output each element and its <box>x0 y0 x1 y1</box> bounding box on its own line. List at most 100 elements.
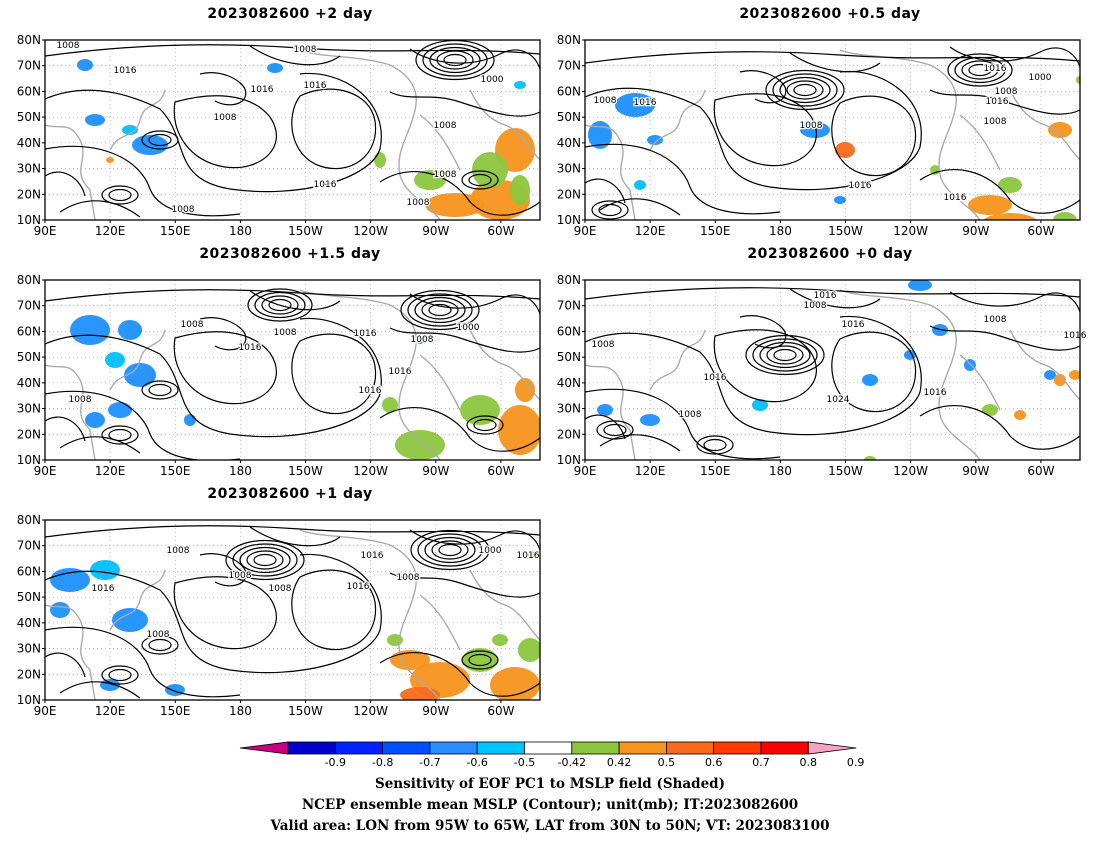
sensitivity-shade <box>106 157 114 163</box>
contour-label: 1016 <box>389 367 412 377</box>
mslp-contour-ring <box>101 425 139 445</box>
mslp-contour-ring <box>438 543 462 557</box>
sensitivity-shade <box>982 404 998 416</box>
lat-tick-label: 50N <box>557 110 581 124</box>
lat-tick-label: 70N <box>17 539 41 553</box>
contour-label: 1008 <box>804 301 827 311</box>
colorbar-tick-label: -0.8 <box>371 756 394 769</box>
sensitivity-shade <box>90 560 120 580</box>
lat-tick-label: 30N <box>557 162 581 176</box>
mslp-contour <box>379 171 540 216</box>
lon-tick-label: 150W <box>828 224 863 238</box>
sensitivity-shade <box>640 414 660 426</box>
sensitivity-shade <box>964 359 976 371</box>
mslp-contour <box>949 291 1080 313</box>
lon-tick-label: 120E <box>95 464 126 478</box>
contour-label: 1008 <box>214 113 237 123</box>
mslp-contour-ring <box>225 539 305 581</box>
mslp-contour-ring <box>703 438 727 452</box>
lon-tick-label: 150W <box>288 704 323 718</box>
mslp-contour <box>831 331 917 413</box>
coastline <box>585 124 636 220</box>
contour-label: 1008 <box>411 335 434 345</box>
map-content <box>45 40 540 220</box>
mslp-contour <box>713 329 817 403</box>
caption-line-3: Valid area: LON from 95W to 65W, LAT fro… <box>270 818 830 834</box>
colorbar-tick-label: 0.9 <box>846 756 865 769</box>
mslp-contour <box>919 169 1080 214</box>
sensitivity-shade <box>518 638 540 662</box>
mslp-contour-ring <box>417 533 483 567</box>
lat-tick-label: 80N <box>17 273 41 287</box>
mslp-contour-ring <box>261 295 299 315</box>
sensitivity-shade <box>374 152 386 168</box>
panel-title-2: 2023082600 +0.5 day <box>739 6 921 22</box>
map-frame <box>44 279 541 461</box>
mslp-contour <box>389 91 540 117</box>
mslp-contour-ring <box>954 56 1006 84</box>
contour-label: 1008 <box>407 198 430 208</box>
mslp-contour-ring <box>961 60 999 80</box>
mslp-contour-ring <box>141 380 179 400</box>
mslp-contour-ring <box>101 185 139 205</box>
mslp-contour <box>45 390 241 460</box>
coastline <box>45 364 96 460</box>
colorbar-segment <box>524 741 573 755</box>
mslp-contour-ring <box>591 200 629 220</box>
contour-label: 1016 <box>314 180 337 190</box>
mslp-contour <box>45 626 241 698</box>
coastline <box>839 49 981 220</box>
lat-tick-label: 80N <box>17 33 41 47</box>
coastline <box>839 289 981 460</box>
lat-tick-label: 10N <box>557 213 581 227</box>
contour-label: 1016 <box>354 329 377 339</box>
mslp-contour-ring <box>596 420 634 440</box>
mslp-contour-ring <box>414 296 466 324</box>
colorbar-right-tip <box>807 741 857 755</box>
sensitivity-shade <box>414 170 446 190</box>
panel-title-3: 2023082600 +1.5 day <box>199 246 381 262</box>
colorbar-tick-label: -0.5 <box>513 756 536 769</box>
contour-label: 1008 <box>294 45 317 55</box>
mslp-contour-ring <box>232 543 298 577</box>
colorbar-tick-label: -0.9 <box>324 756 347 769</box>
coastline <box>649 329 706 391</box>
lon-tick-label: 150E <box>160 464 191 478</box>
mslp-contour-ring <box>429 46 481 74</box>
mslp-contour-ring <box>786 80 824 100</box>
contour-label: 1016 <box>361 551 384 561</box>
sensitivity-shade <box>395 430 445 460</box>
colorbar-left-tip <box>239 741 289 755</box>
sensitivity-shade <box>498 405 540 455</box>
mslp-contour-ring <box>598 203 622 217</box>
lat-tick-label: 70N <box>17 59 41 73</box>
mslp-contour <box>585 143 781 215</box>
mslp-contour-ring <box>473 418 497 432</box>
mslp-contour <box>585 287 1080 300</box>
mslp-contour-ring <box>772 73 838 107</box>
lon-tick-label: 180 <box>769 464 792 478</box>
mslp-contour <box>389 572 540 598</box>
sensitivity-shade <box>112 608 148 632</box>
lat-tick-label: 30N <box>557 402 581 416</box>
sensitivity-shade <box>1048 122 1072 138</box>
mslp-contour-ring <box>253 553 277 567</box>
lon-tick-label: 90E <box>34 464 57 478</box>
mslp-contour <box>831 95 917 177</box>
colorbar-tick-label: 0.42 <box>606 756 632 769</box>
mslp-contour-ring <box>422 43 488 77</box>
sensitivity-shade <box>425 193 485 217</box>
panel-title-1: 2023082600 +2 day <box>207 6 373 22</box>
mslp-contour-ring <box>268 298 292 312</box>
contour-label: 1016 <box>517 551 540 561</box>
mslp-contour <box>291 333 377 415</box>
lat-tick-label: 80N <box>557 33 581 47</box>
lat-tick-label: 30N <box>17 642 41 656</box>
lat-tick-label: 40N <box>17 136 41 150</box>
coastline <box>109 569 166 631</box>
lat-tick-label: 40N <box>557 136 581 150</box>
coastline <box>299 289 441 460</box>
mslp-contour-ring <box>745 334 825 376</box>
lon-tick-label: 180 <box>229 224 252 238</box>
contour-label: 1016 <box>849 181 872 191</box>
